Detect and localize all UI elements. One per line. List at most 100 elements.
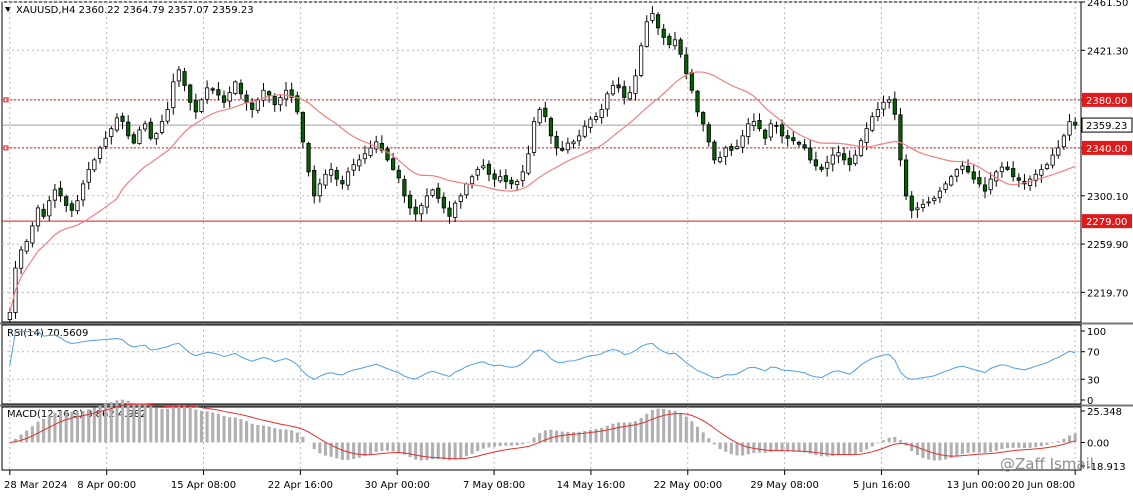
candle-bear [238,82,244,95]
candle-bear [779,124,785,137]
candle-bull [723,147,728,157]
candle-bull [999,166,1004,173]
candle-bear [447,207,452,217]
candle-bear [729,145,734,151]
macd-tick-label: -18.913 [1087,462,1126,473]
candle-bull [255,99,260,111]
candle-bear [701,112,706,125]
candle-bull [751,121,756,127]
level-handle[interactable] [3,145,9,151]
candle-bear [560,148,565,151]
candle-bull [453,202,458,218]
candle-bull [582,125,587,137]
candle-bull [1039,169,1044,176]
candle-bull [464,183,469,196]
candle-bull [633,75,638,94]
candle-bear [706,124,711,143]
price-tick-label: 2259.90 [1087,240,1128,251]
candle-bull [498,176,503,182]
candle-bull [35,207,41,227]
candle-bear [120,115,125,122]
candle-bear [289,89,294,98]
candle-bear [689,71,694,91]
candle-bull [650,13,655,21]
candle-bear [126,121,131,137]
panel-frame-0 [1,1,1082,323]
rsi-tick-label: 70 [1087,348,1100,359]
candle-bull [740,135,745,148]
candle-bull [988,178,993,191]
candle-bear [977,177,982,185]
candle-bull [81,183,86,201]
candle-bull [92,159,97,171]
candle-bear [796,141,802,145]
time-tick-label: 20 Jun 08:00 [1012,480,1076,491]
candle-bull [994,171,999,182]
candle-bear [903,159,909,197]
candle-bear [413,206,418,215]
candle-bull [317,183,322,197]
candle-bear [306,143,311,173]
candle-bear [131,134,136,144]
candle-bear [813,159,818,167]
candle-bear [436,187,441,199]
candle-bull [526,153,531,174]
candle-bear [763,129,768,139]
candle-bull [565,142,570,151]
candle-bull [577,135,582,142]
candle-bull [165,109,170,122]
candle-bull [830,154,835,165]
candle-bull [424,195,430,208]
candle-bear [661,28,666,38]
macd-histogram [13,399,1077,461]
time-tick-label: 29 May 08:00 [750,480,819,491]
candle-bull [357,159,362,167]
time-tick-label: 22 Apr 16:00 [268,480,333,491]
candle-bull [571,141,576,145]
price-tick-label: 2219.70 [1087,288,1128,299]
watermark-text: @Zaff Ismail [1000,455,1094,473]
time-tick-label: 30 Apr 00:00 [365,480,430,491]
candle-bull [329,169,334,176]
candle-bear [272,96,277,106]
candle-bear [441,196,446,209]
level-handle[interactable] [3,97,9,103]
candle-bull [717,157,723,163]
candle-bear [554,135,559,149]
candle-bear [41,208,46,217]
candle-bull [419,205,424,215]
candle-bull [588,118,593,128]
macd-signal-line [9,403,1076,460]
rsi-line [9,331,1076,380]
candle-bear [250,102,255,110]
candle-bull [836,152,841,157]
rsi-tick-label: 100 [1087,327,1106,338]
candle-bull [52,189,58,201]
candle-bear [267,91,272,96]
candle-bear [492,173,497,180]
candle-bear [210,88,215,91]
candle-bear [1005,166,1010,170]
candle-bull [278,97,283,106]
candle-bull [430,189,435,196]
candle-bear [791,137,796,142]
candle-bear [543,107,548,118]
candle-bull [537,109,542,124]
candle-bull [605,93,610,110]
candle-bull [233,81,238,94]
macd-tick-label: 25.348 [1087,407,1122,418]
candle-bull [97,147,103,159]
level-tag [1082,214,1132,229]
candle-bull [143,123,148,130]
candle-bull [176,69,182,82]
candle-bull [374,141,379,150]
candle-bull [19,249,24,269]
last-price-tag [1081,117,1133,133]
time-tick-label: 15 Apr 08:00 [171,480,236,491]
level-tag-label: 2340.00 [1086,144,1127,155]
candle-bull [1027,178,1033,186]
time-tick-label: 14 May 16:00 [557,480,626,491]
candle-bear [244,94,249,103]
candle-bear [841,153,847,161]
